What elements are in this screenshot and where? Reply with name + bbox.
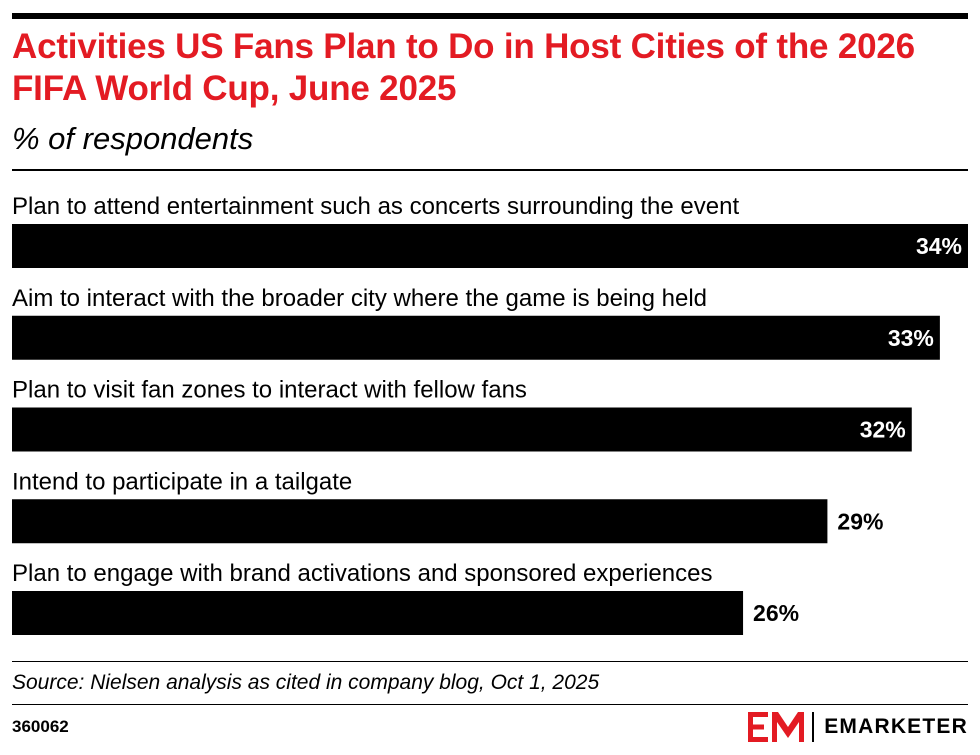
value-label: 34%: [916, 233, 962, 259]
chart-subtitle: % of respondents: [12, 121, 254, 156]
bar: [12, 407, 912, 452]
bar: [12, 315, 940, 360]
source-rule: [12, 661, 968, 662]
top-rule: [12, 13, 968, 19]
category-label: Plan to engage with brand activations an…: [12, 560, 712, 587]
value-label: 29%: [837, 508, 883, 534]
category-label: Plan to attend entertainment such as con…: [12, 193, 739, 220]
value-label: 33%: [888, 325, 934, 351]
brand-lockup[interactable]: EMARKETER: [748, 709, 968, 745]
brand-name: EMARKETER: [824, 715, 968, 738]
footer-rule: [12, 704, 968, 705]
brand-divider: [812, 712, 815, 742]
bar: [12, 499, 828, 544]
source-note: Source: Nielsen analysis as cited in com…: [12, 671, 600, 694]
value-label: 26%: [753, 600, 799, 626]
category-label: Intend to participate in a tailgate: [12, 468, 352, 495]
category-label: Aim to interact with the broader city wh…: [12, 285, 707, 312]
header-rule: [12, 169, 968, 171]
chart-id: 360062: [12, 717, 69, 736]
chart-title: Activities US Fans Plan to Do in Host Ci…: [12, 27, 915, 108]
emarketer-logo-icon: [748, 712, 805, 742]
category-label: Plan to visit fan zones to interact with…: [12, 377, 527, 404]
bar: [12, 224, 968, 268]
bar: [12, 591, 744, 635]
value-label: 32%: [860, 417, 906, 443]
